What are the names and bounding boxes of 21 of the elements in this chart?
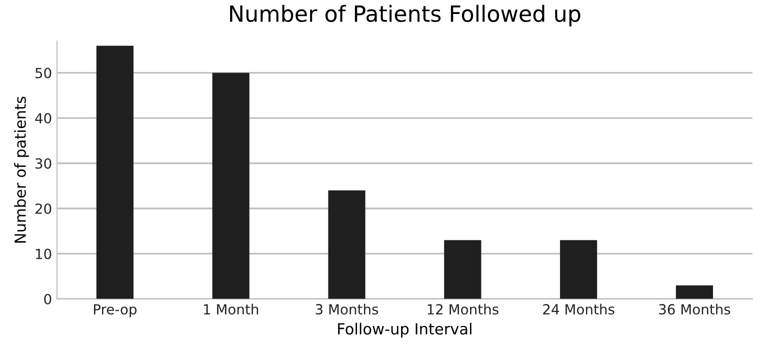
x-tick-label: 36 Months — [659, 304, 730, 315]
y-tick-label: 50 — [36, 68, 52, 78]
bar — [96, 46, 134, 299]
x-axis-title: Follow-up Interval — [338, 322, 472, 338]
y-tick-label: 40 — [35, 113, 52, 124]
x-tick-label: 1 Month — [204, 304, 258, 315]
bar — [444, 240, 482, 299]
bar — [212, 72, 250, 299]
y-tick-label: 10 — [36, 248, 52, 260]
y-tick-label: 0 — [44, 294, 52, 304]
x-tick-label: 24 Months — [543, 304, 614, 315]
chart-title: Number of Patients Followed up — [230, 4, 580, 26]
x-tick-label: 12 Months — [428, 304, 498, 315]
y-tick-label: 30 — [36, 158, 52, 169]
y-axis-title: Number of patients — [14, 96, 29, 243]
y-tick-label: 20 — [35, 203, 52, 214]
bar — [328, 190, 366, 299]
bar — [560, 240, 598, 299]
bar — [676, 285, 713, 299]
x-tick-label: 3 Months — [316, 304, 378, 315]
x-tick-label: Pre-op — [94, 304, 137, 318]
